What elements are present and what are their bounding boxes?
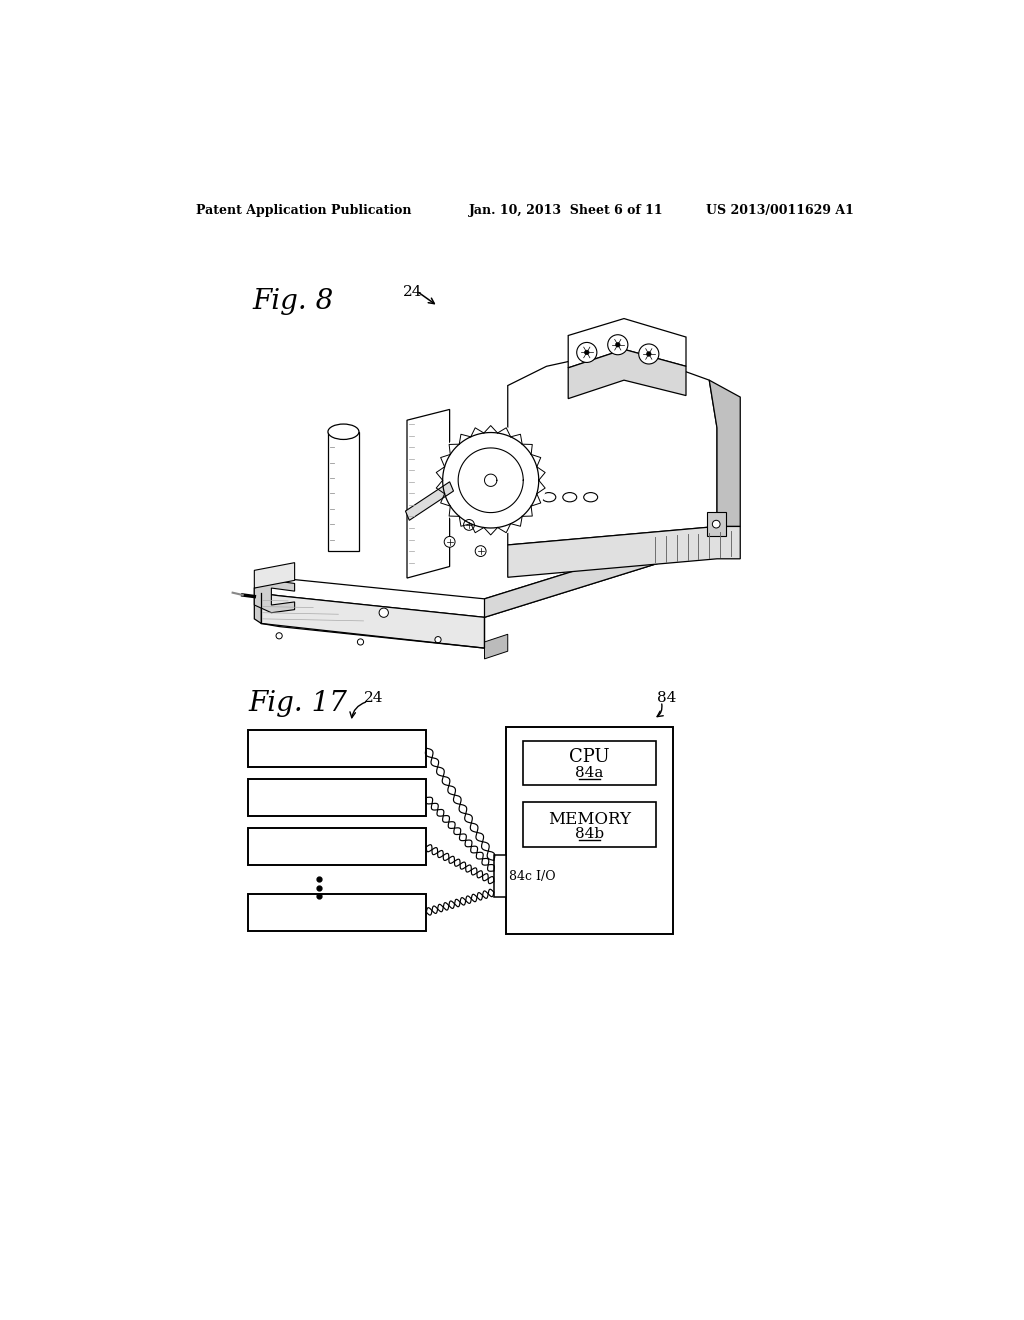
Text: 84a: 84a [575,766,604,780]
Bar [506,726,673,933]
Ellipse shape [584,492,598,502]
Circle shape [379,609,388,618]
Bar [248,894,426,931]
Circle shape [713,520,720,528]
Polygon shape [568,350,686,399]
Text: US 2013/0011629 A1: US 2013/0011629 A1 [706,205,853,218]
Bar [248,829,426,866]
Polygon shape [568,318,686,368]
FancyBboxPatch shape [707,512,726,536]
Circle shape [276,632,283,639]
Circle shape [464,520,474,531]
Circle shape [639,345,658,364]
Text: 84c I/O: 84c I/O [509,870,556,883]
Text: 24: 24 [365,692,384,705]
Circle shape [435,425,547,536]
Bar [523,803,655,847]
Text: CPU: CPU [569,748,610,767]
Polygon shape [254,581,295,612]
Polygon shape [328,432,359,552]
Text: Fig. 8: Fig. 8 [252,288,333,314]
Bar [248,779,426,816]
Polygon shape [484,635,508,659]
Polygon shape [407,409,450,578]
Polygon shape [484,527,717,618]
Circle shape [577,342,597,363]
Circle shape [607,335,628,355]
Polygon shape [406,482,454,520]
Text: Patent Application Publication: Patent Application Publication [197,205,412,218]
Bar [248,730,426,767]
Ellipse shape [328,424,359,440]
Circle shape [646,351,651,356]
Text: MEMORY: MEMORY [548,810,631,828]
Polygon shape [710,380,740,527]
Text: 84b: 84b [574,828,604,841]
Circle shape [357,639,364,645]
Polygon shape [508,350,717,545]
Polygon shape [508,527,740,577]
Text: 24: 24 [403,285,423,298]
Circle shape [475,545,486,557]
Circle shape [615,342,621,347]
Text: Fig. 17: Fig. 17 [248,689,347,717]
Circle shape [435,636,441,643]
Polygon shape [254,578,261,623]
Circle shape [444,536,455,548]
Circle shape [585,350,589,355]
Polygon shape [261,594,484,648]
Text: Jan. 10, 2013  Sheet 6 of 11: Jan. 10, 2013 Sheet 6 of 11 [469,205,664,218]
Polygon shape [261,527,717,618]
Text: 84: 84 [656,692,676,705]
Bar [494,855,506,898]
Bar [523,741,655,785]
Ellipse shape [563,492,577,502]
Ellipse shape [542,492,556,502]
Polygon shape [254,562,295,589]
